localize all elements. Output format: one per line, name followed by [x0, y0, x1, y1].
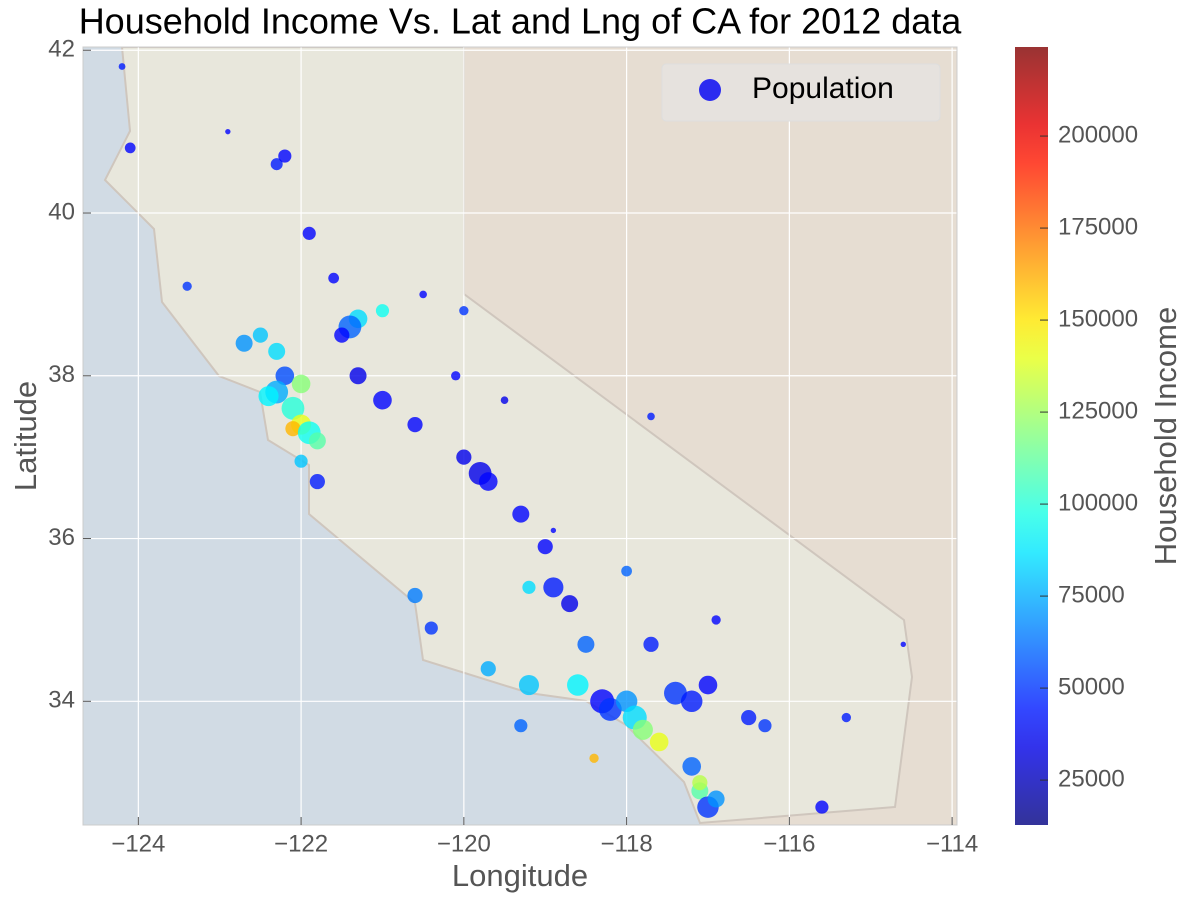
- y-tick-label: 42: [48, 36, 75, 63]
- point: [643, 636, 659, 652]
- point: [543, 577, 564, 598]
- colorbar: [1015, 47, 1048, 825]
- point: [698, 675, 718, 695]
- legend-box: [661, 63, 941, 122]
- point: [225, 128, 231, 135]
- point: [815, 800, 829, 814]
- x-axis-label: Longitude: [452, 858, 588, 893]
- colorbar-label: Household Income: [1148, 307, 1183, 566]
- point: [682, 757, 702, 776]
- x-tick-label: −114: [926, 830, 978, 857]
- point: [537, 539, 553, 555]
- point: [309, 473, 325, 490]
- point: [182, 281, 192, 291]
- x-tick-label: −124: [111, 830, 165, 857]
- point: [373, 390, 392, 410]
- point: [577, 635, 595, 653]
- point: [711, 615, 721, 625]
- point: [278, 149, 292, 163]
- point: [692, 775, 708, 791]
- point: [741, 709, 757, 726]
- point: [308, 432, 326, 450]
- colorbar-tick-label: 50000: [1058, 673, 1125, 700]
- y-tick-label: 34: [48, 687, 75, 714]
- point: [258, 386, 279, 407]
- point: [118, 63, 126, 70]
- point: [512, 505, 530, 523]
- colorbar-tick-label: 175000: [1058, 213, 1138, 240]
- point: [647, 412, 655, 421]
- y-tick-label: 40: [48, 198, 75, 225]
- legend-label: Population: [752, 72, 894, 105]
- point: [419, 290, 427, 299]
- point: [268, 342, 286, 360]
- grid: [83, 47, 957, 825]
- point: [480, 661, 496, 677]
- point: [375, 304, 390, 318]
- colorbar-tick-label: 75000: [1058, 581, 1125, 608]
- colorbar-tick-label: 200000: [1058, 121, 1138, 148]
- plot-frame: [82, 46, 958, 826]
- point: [518, 674, 540, 696]
- chart-title: Household Income Vs. Lat and Lng of CA f…: [79, 1, 963, 42]
- point: [900, 641, 906, 648]
- point: [424, 621, 438, 635]
- point: [598, 698, 622, 721]
- point: [281, 396, 305, 420]
- point: [302, 226, 316, 240]
- legend: Population: [661, 63, 941, 122]
- point: [407, 587, 423, 604]
- y-tick-label: 36: [48, 524, 75, 551]
- point: [561, 595, 579, 613]
- point: [235, 334, 253, 352]
- point: [589, 753, 599, 763]
- point: [334, 327, 350, 343]
- point: [649, 732, 669, 752]
- y-tick-label: 38: [48, 361, 75, 388]
- colorbar-tick-label: 150000: [1058, 305, 1138, 332]
- colorbar-tick-label: 25000: [1058, 765, 1125, 792]
- point: [550, 527, 557, 534]
- point: [456, 449, 472, 465]
- point: [664, 681, 687, 705]
- point: [407, 417, 423, 433]
- point: [275, 366, 295, 386]
- point: [680, 690, 703, 713]
- point: [459, 306, 469, 316]
- point: [328, 272, 340, 284]
- point: [621, 565, 632, 577]
- point: [451, 371, 461, 381]
- point: [270, 158, 283, 171]
- point: [294, 454, 308, 468]
- x-tick-label: −118: [600, 830, 652, 857]
- colorbar-ticks: 25000 50000 75000 100000 125000 150000 175000 2…: [1040, 121, 1138, 792]
- colorbar-tick-label: 125000: [1058, 397, 1138, 424]
- legend-marker: [699, 79, 721, 101]
- point: [841, 712, 851, 723]
- map-background: [83, 47, 957, 825]
- point: [707, 790, 725, 808]
- point: [522, 580, 536, 594]
- point: [478, 472, 498, 491]
- point: [567, 674, 589, 696]
- point: [349, 367, 367, 385]
- points: [118, 63, 906, 818]
- point: [291, 374, 311, 394]
- point: [252, 327, 269, 343]
- x-tick-label: −122: [274, 830, 328, 857]
- x-tick-label: −120: [437, 830, 491, 857]
- point: [285, 421, 301, 437]
- point: [500, 396, 509, 404]
- point: [758, 719, 772, 733]
- colorbar-tick-label: 100000: [1058, 489, 1138, 516]
- point: [514, 719, 528, 733]
- x-tick-label: −116: [763, 830, 815, 857]
- y-axis-label: Latitude: [8, 381, 43, 491]
- point: [124, 142, 136, 154]
- point: [632, 719, 653, 740]
